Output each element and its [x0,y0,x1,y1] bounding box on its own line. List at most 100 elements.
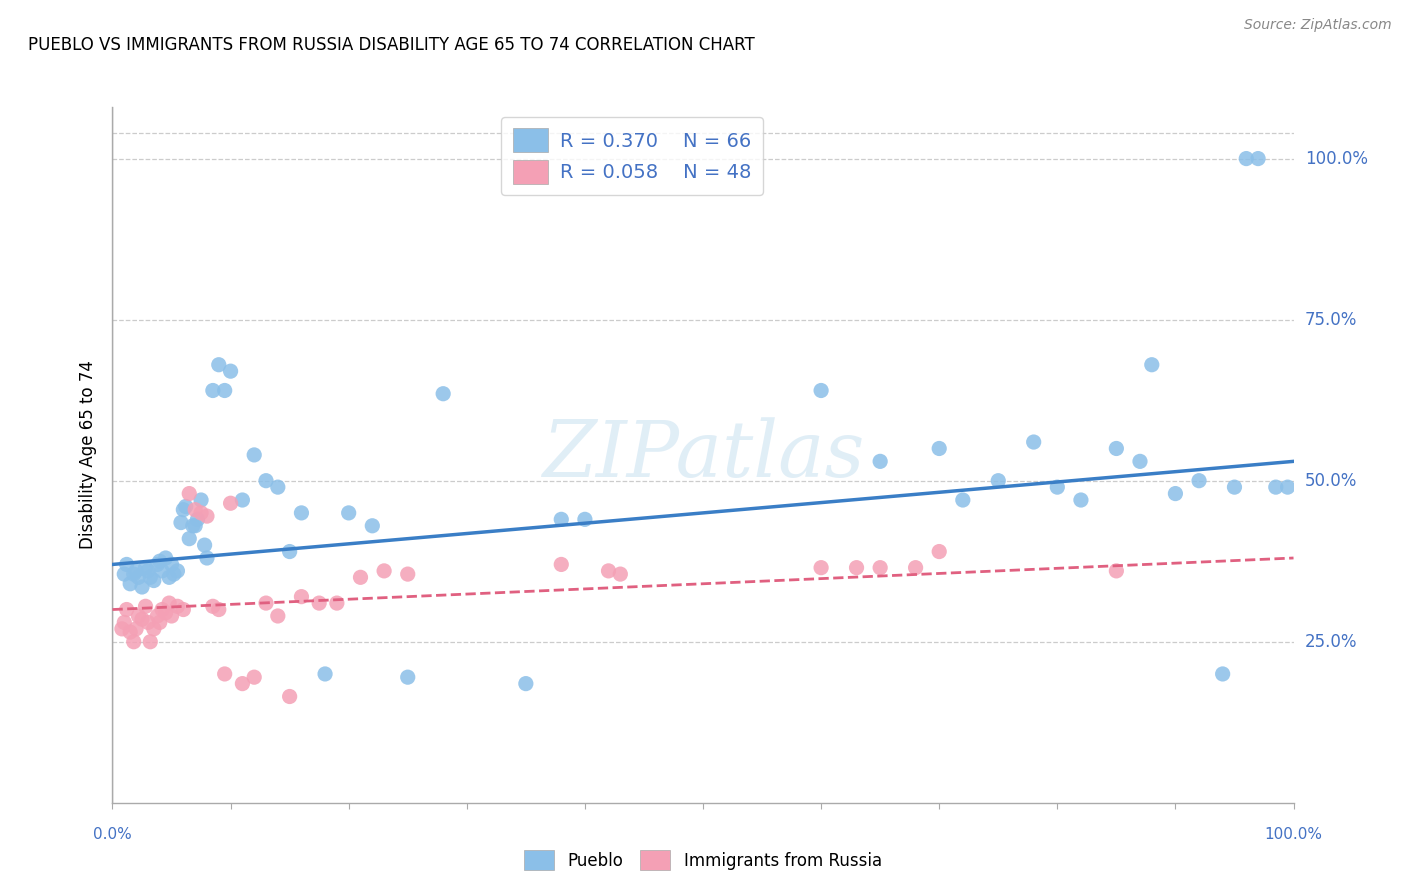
Text: 100.0%: 100.0% [1264,827,1323,841]
Point [115,558,138,572]
Point [267,609,290,624]
Point [136,564,159,578]
Point [112,567,135,582]
Point [195,509,218,524]
Point [609,567,631,582]
Point [149,554,172,568]
Point [131,580,153,594]
Point [149,615,172,630]
Point [186,512,208,526]
Point [136,615,159,630]
Point [208,602,231,616]
Point [326,596,349,610]
Point [1277,480,1299,494]
Text: 0.0%: 0.0% [93,827,132,841]
Point [163,567,186,582]
Point [231,676,253,690]
Point [1212,667,1234,681]
Point [810,384,832,398]
Point [146,558,169,572]
Point [150,602,173,616]
Point [214,384,236,398]
Point [184,518,207,533]
Point [166,564,188,578]
Point [1234,152,1257,166]
Y-axis label: Disability Age 65 to 74: Disability Age 65 to 74 [79,360,97,549]
Point [219,496,242,510]
Point [157,570,180,584]
Point [254,596,277,610]
Point [174,500,197,514]
Point [928,544,950,558]
Point [550,558,572,572]
Point [120,576,142,591]
Point [190,493,212,508]
Point [349,570,371,584]
Point [337,506,360,520]
Point [172,502,194,516]
Point [243,448,266,462]
Point [150,564,173,578]
Text: 100.0%: 100.0% [1305,150,1368,168]
Point [1223,480,1246,494]
Point [290,506,312,520]
Point [1140,358,1163,372]
Point [139,634,162,648]
Text: ZIPatlas: ZIPatlas [541,417,865,493]
Text: Source: ZipAtlas.com: Source: ZipAtlas.com [1244,18,1392,32]
Point [125,622,148,636]
Point [181,518,204,533]
Point [131,612,153,626]
Point [904,560,927,574]
Point [550,512,572,526]
Point [179,532,201,546]
Point [122,567,145,582]
Point [928,442,950,456]
Point [160,609,183,624]
Point [869,454,891,468]
Point [219,364,242,378]
Point [125,564,148,578]
Point [120,625,142,640]
Point [267,480,290,494]
Point [111,622,134,636]
Text: 25.0%: 25.0% [1305,632,1357,651]
Point [201,599,224,614]
Point [112,615,135,630]
Point [952,493,974,508]
Point [278,544,301,558]
Point [127,609,149,624]
Point [142,622,165,636]
Point [179,486,201,500]
Point [139,570,162,584]
Point [1046,480,1069,494]
Point [396,670,419,684]
Point [987,474,1010,488]
Point [184,502,207,516]
Point [810,560,832,574]
Point [1247,152,1270,166]
Point [146,609,169,624]
Point [142,574,165,588]
Point [208,358,231,372]
Point [314,667,336,681]
Point [1188,474,1211,488]
Point [1105,442,1128,456]
Point [155,551,177,566]
Point [598,564,620,578]
Point [243,670,266,684]
Point [1022,435,1045,450]
Point [170,516,193,530]
Point [122,634,145,648]
Point [361,518,384,533]
Point [1164,486,1187,500]
Point [290,590,312,604]
Point [115,602,138,616]
Point [1264,480,1286,494]
Point [308,596,330,610]
Point [231,493,253,508]
Point [194,538,217,552]
Point [135,599,157,614]
Point [869,560,891,574]
Point [432,386,454,401]
